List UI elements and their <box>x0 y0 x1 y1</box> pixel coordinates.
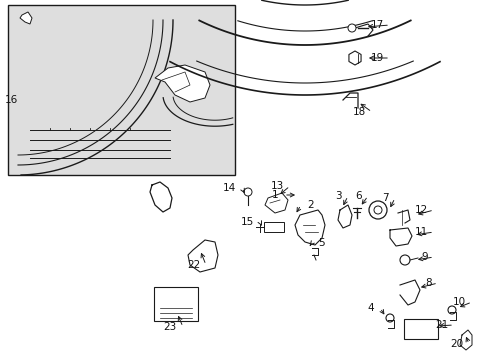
Polygon shape <box>264 193 287 213</box>
Text: 2: 2 <box>306 200 313 210</box>
Circle shape <box>368 201 386 219</box>
Text: 10: 10 <box>452 297 465 307</box>
Polygon shape <box>20 12 32 24</box>
Text: 5: 5 <box>317 238 324 248</box>
Text: 8: 8 <box>425 278 431 288</box>
Text: 21: 21 <box>434 320 447 330</box>
Circle shape <box>447 306 455 314</box>
Text: 20: 20 <box>449 339 462 349</box>
Polygon shape <box>187 240 218 272</box>
Text: 18: 18 <box>352 107 365 117</box>
Polygon shape <box>155 65 209 102</box>
Circle shape <box>399 255 409 265</box>
Text: 14: 14 <box>223 183 236 193</box>
Bar <box>264 222 284 232</box>
Bar <box>8 5 235 175</box>
Circle shape <box>373 206 381 214</box>
FancyBboxPatch shape <box>154 287 198 321</box>
FancyBboxPatch shape <box>403 319 437 339</box>
Text: 7: 7 <box>382 193 388 203</box>
Text: 22: 22 <box>186 260 200 270</box>
Circle shape <box>385 314 393 322</box>
Text: 6: 6 <box>355 191 361 201</box>
Text: 16: 16 <box>5 95 18 105</box>
Text: 19: 19 <box>370 53 383 63</box>
Text: 9: 9 <box>421 252 427 262</box>
Circle shape <box>244 188 251 196</box>
Text: 15: 15 <box>240 217 253 227</box>
Circle shape <box>347 24 355 32</box>
Text: 23: 23 <box>163 322 177 332</box>
Text: 1: 1 <box>271 190 278 200</box>
Text: 12: 12 <box>414 205 427 215</box>
Polygon shape <box>294 210 325 245</box>
Text: 17: 17 <box>370 20 383 30</box>
Text: 3: 3 <box>335 191 341 201</box>
Text: 11: 11 <box>414 227 427 237</box>
Text: 13: 13 <box>270 181 284 191</box>
Text: 4: 4 <box>366 303 373 313</box>
